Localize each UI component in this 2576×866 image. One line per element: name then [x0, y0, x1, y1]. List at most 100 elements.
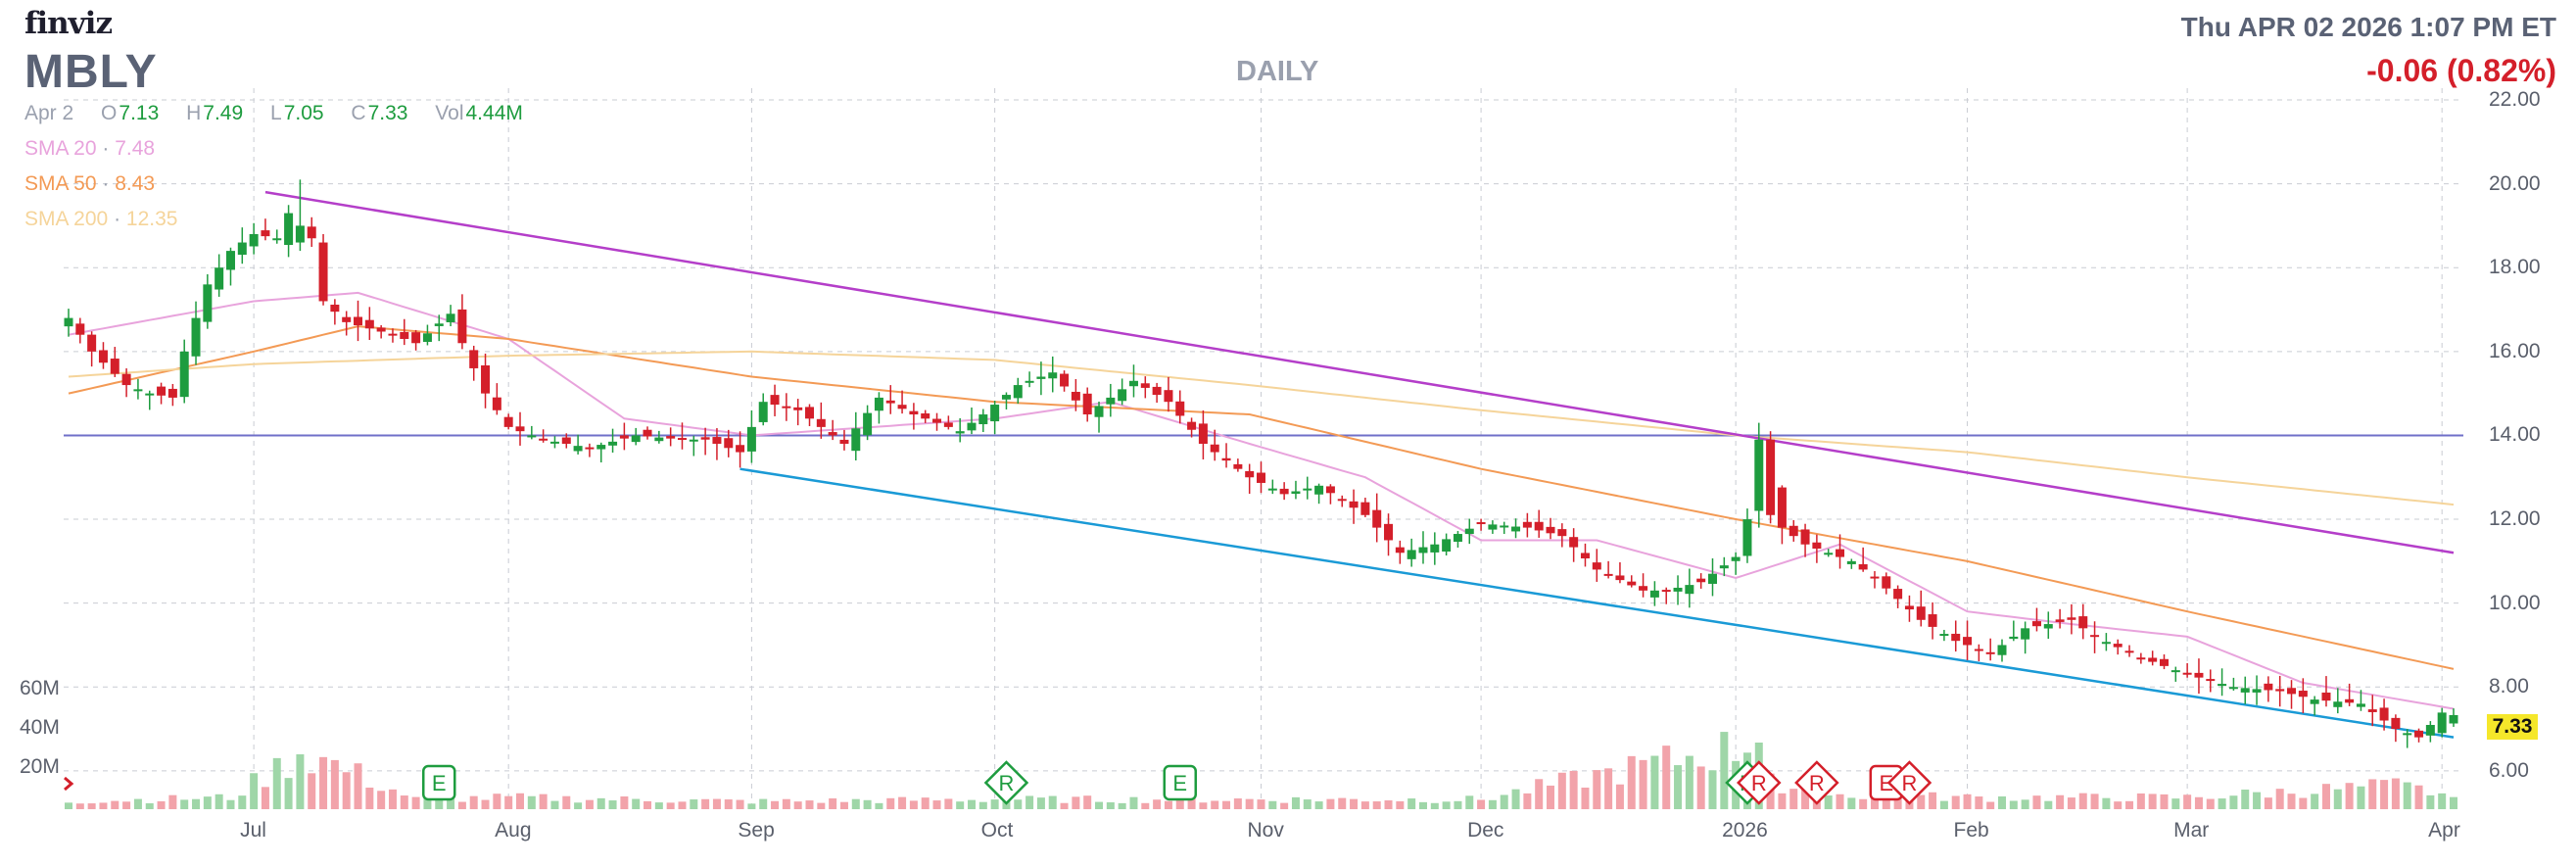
- candle[interactable]: [1418, 531, 1428, 564]
- candle[interactable]: [422, 324, 432, 346]
- candle[interactable]: [225, 247, 235, 286]
- candle[interactable]: [770, 384, 780, 416]
- candle[interactable]: [2043, 611, 2053, 640]
- candle[interactable]: [179, 339, 189, 404]
- candle[interactable]: [1442, 533, 1452, 555]
- candle[interactable]: [1627, 575, 1637, 588]
- candle[interactable]: [354, 300, 363, 342]
- candle[interactable]: [1707, 557, 1717, 597]
- legend-sma50[interactable]: SMA 50 · 8.43: [24, 172, 155, 196]
- candle[interactable]: [1082, 387, 1092, 422]
- candle[interactable]: [1187, 417, 1197, 438]
- candle[interactable]: [237, 227, 247, 265]
- candle[interactable]: [1615, 561, 1625, 584]
- candle[interactable]: [376, 324, 386, 339]
- candle[interactable]: [2264, 676, 2273, 702]
- candle[interactable]: [1013, 377, 1023, 404]
- candle[interactable]: [2333, 688, 2343, 714]
- candle[interactable]: [585, 443, 595, 457]
- candle[interactable]: [64, 309, 73, 337]
- candle[interactable]: [746, 409, 756, 463]
- candle[interactable]: [110, 347, 119, 377]
- candle[interactable]: [1580, 543, 1590, 567]
- candle[interactable]: [75, 317, 85, 344]
- event-marker-e[interactable]: E: [1163, 764, 1198, 801]
- event-marker-e[interactable]: E: [422, 764, 456, 801]
- candle[interactable]: [2356, 690, 2365, 711]
- candle[interactable]: [2194, 658, 2204, 695]
- candle[interactable]: [457, 294, 467, 350]
- candle[interactable]: [1534, 509, 1544, 538]
- candle[interactable]: [2425, 721, 2435, 743]
- candle[interactable]: [469, 345, 479, 381]
- candle[interactable]: [1048, 356, 1058, 393]
- candle[interactable]: [793, 399, 803, 426]
- candle[interactable]: [1175, 390, 1185, 424]
- candle[interactable]: [295, 179, 305, 252]
- finviz-logo[interactable]: finviz: [24, 6, 113, 41]
- candle[interactable]: [1325, 484, 1335, 505]
- candle[interactable]: [2124, 645, 2134, 657]
- candle[interactable]: [839, 429, 849, 451]
- candle[interactable]: [932, 412, 942, 431]
- candle[interactable]: [1464, 518, 1474, 545]
- candle[interactable]: [1685, 568, 1694, 608]
- candle[interactable]: [677, 422, 687, 450]
- event-marker-r[interactable]: R: [1737, 760, 1782, 805]
- candle[interactable]: [1777, 485, 1787, 545]
- candle[interactable]: [1603, 560, 1613, 579]
- candle[interactable]: [167, 383, 177, 407]
- candle[interactable]: [2240, 676, 2250, 704]
- upper-trend-line[interactable]: [264, 190, 2455, 554]
- candle[interactable]: [2449, 708, 2458, 727]
- candle[interactable]: [1928, 601, 1937, 640]
- candle[interactable]: [1846, 558, 1856, 569]
- candle[interactable]: [596, 442, 606, 463]
- candle[interactable]: [2021, 621, 2030, 654]
- candle[interactable]: [1025, 371, 1034, 388]
- candle[interactable]: [1360, 498, 1370, 517]
- candle[interactable]: [539, 429, 549, 443]
- candle[interactable]: [87, 331, 97, 367]
- candle[interactable]: [1569, 528, 1579, 562]
- candle[interactable]: [1985, 638, 1995, 661]
- candle[interactable]: [978, 409, 988, 433]
- candle[interactable]: [2159, 653, 2169, 670]
- candle[interactable]: [1939, 629, 1949, 642]
- candle[interactable]: [2252, 675, 2262, 705]
- candle[interactable]: [1001, 392, 1011, 409]
- candle[interactable]: [2113, 639, 2123, 655]
- candle[interactable]: [1279, 482, 1289, 501]
- candle[interactable]: [261, 218, 270, 241]
- candle[interactable]: [1060, 370, 1070, 392]
- candle[interactable]: [1337, 495, 1347, 507]
- candle[interactable]: [573, 434, 583, 455]
- event-marker-e[interactable]: E: [1869, 764, 1904, 801]
- candle[interactable]: [503, 413, 513, 430]
- candle[interactable]: [133, 378, 143, 400]
- candle[interactable]: [2067, 603, 2076, 635]
- candle[interactable]: [643, 426, 652, 440]
- candle[interactable]: [1812, 534, 1822, 563]
- candle[interactable]: [885, 385, 895, 414]
- candle[interactable]: [1696, 573, 1706, 589]
- candle[interactable]: [654, 430, 664, 444]
- event-marker-r[interactable]: R: [1794, 760, 1839, 805]
- candle[interactable]: [1245, 463, 1255, 495]
- candle[interactable]: [1372, 493, 1382, 543]
- candle[interactable]: [481, 353, 491, 409]
- candle[interactable]: [712, 428, 722, 460]
- candle[interactable]: [1916, 590, 1926, 627]
- candle[interactable]: [215, 254, 224, 297]
- candle[interactable]: [2437, 707, 2447, 738]
- candle[interactable]: [1522, 512, 1532, 538]
- candle[interactable]: [874, 392, 883, 424]
- candle[interactable]: [157, 382, 167, 405]
- candle[interactable]: [1291, 480, 1301, 500]
- candle[interactable]: [2414, 728, 2424, 743]
- candle[interactable]: [967, 407, 977, 435]
- candle[interactable]: [1221, 443, 1231, 468]
- candle[interactable]: [1673, 575, 1683, 605]
- candle[interactable]: [897, 390, 907, 414]
- candle[interactable]: [411, 329, 421, 351]
